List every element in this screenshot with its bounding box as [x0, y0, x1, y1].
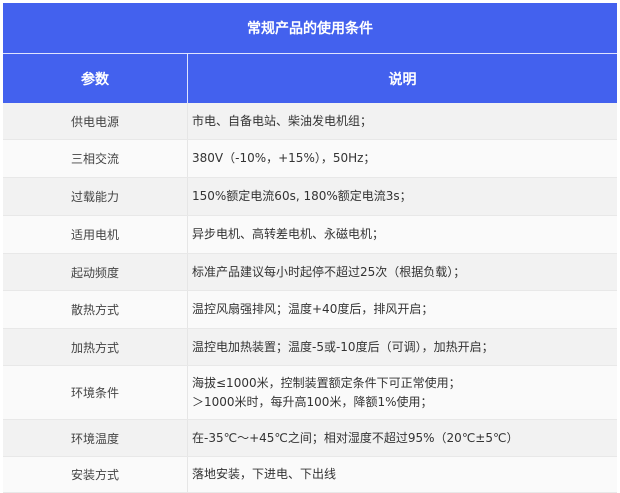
table-row: 适用电机 异步电机、高转差电机、永磁电机； — [3, 216, 617, 254]
desc-cell: 380V（-10%，+15%），50Hz； — [187, 140, 617, 177]
conditions-table: 常规产品的使用条件 参数 说明 供电电源 市电、自备电站、柴油发电机组； 三相交流 3… — [3, 3, 617, 493]
desc-cell: 落地安装，下进电、下出线 — [187, 457, 617, 492]
header-desc: 说明 — [187, 54, 617, 103]
desc-cell: 150%额定电流60s, 180%额定电流3s； — [187, 178, 617, 215]
param-cell: 环境温度 — [70, 431, 119, 446]
desc-cell: 标准产品建议每小时起停不超过25次（根据负载）； — [187, 254, 617, 290]
desc-line: 落地安装，下进电、下出线 — [192, 467, 337, 481]
table-row: 环境条件 海拔≤1000米，控制装置额定条件下可正常使用； ＞1000米时，每升高1… — [3, 366, 617, 420]
table-title: 常规产品的使用条件 — [3, 3, 617, 54]
param-cell: 适用电机 — [70, 228, 119, 242]
desc-cell: 温控电加热装置；温度-5或-10度后（可调），加热开启； — [187, 329, 617, 365]
param-cell: 加热方式 — [70, 340, 119, 355]
desc-line: ＞1000米时，每升高100米，降额1%使用； — [192, 394, 433, 409]
table-row: 起动频度 标准产品建议每小时起停不超过25次（根据负载）； — [3, 254, 617, 291]
table-header-row: 参数 说明 — [3, 54, 617, 103]
desc-line: 在-35℃～+45℃之间；相对湿度不超过95%（20℃±5℃） — [192, 430, 519, 445]
desc-cell: 温控风扇强排风；温度+40度后，排风开启； — [187, 291, 617, 328]
param-cell: 供电电源 — [70, 114, 119, 129]
table-row: 加热方式 温控电加热装置；温度-5或-10度后（可调），加热开启； — [3, 329, 617, 366]
header-param: 参数 — [81, 71, 109, 88]
param-cell: 三相交流 — [70, 152, 119, 166]
desc-line: 150%额定电流60s, 180%额定电流3s； — [192, 189, 412, 203]
param-cell: 散热方式 — [70, 303, 119, 317]
table-row: 三相交流 380V（-10%，+15%），50Hz； — [3, 140, 617, 178]
table-body: 供电电源 市电、自备电站、柴油发电机组； 三相交流 380V（-10%，+15%），5… — [3, 103, 617, 493]
param-cell: 起动频度 — [70, 265, 119, 280]
desc-line: 温控风扇强排风；温度+40度后，排风开启； — [192, 302, 434, 316]
table-row: 供电电源 市电、自备电站、柴油发电机组； — [3, 103, 617, 140]
desc-line: 标准产品建议每小时起停不超过25次（根据负载）； — [192, 264, 466, 279]
table-row: 过载能力 150%额定电流60s, 180%额定电流3s； — [3, 178, 617, 216]
table-row: 安装方式 落地安装，下进电、下出线 — [3, 457, 617, 493]
param-cell: 安装方式 — [70, 468, 119, 482]
desc-line: 380V（-10%，+15%），50Hz； — [192, 151, 376, 165]
desc-line: 海拔≤1000米，控制装置额定条件下可正常使用； — [192, 375, 461, 390]
desc-cell: 市电、自备电站、柴油发电机组； — [187, 103, 617, 139]
desc-cell: 异步电机、高转差电机、永磁电机； — [187, 216, 617, 253]
table-row: 散热方式 温控风扇强排风；温度+40度后，排风开启； — [3, 291, 617, 329]
param-cell: 过载能力 — [70, 190, 119, 204]
param-cell: 环境条件 — [70, 386, 119, 400]
desc-cell: 海拔≤1000米，控制装置额定条件下可正常使用； ＞1000米时，每升高100米，… — [187, 366, 617, 419]
table-row: 环境温度 在-35℃～+45℃之间；相对湿度不超过95%（20℃±5℃） — [3, 420, 617, 457]
desc-line: 温控电加热装置；温度-5或-10度后（可调），加热开启； — [192, 339, 494, 354]
desc-line: 异步电机、高转差电机、永磁电机； — [192, 227, 385, 241]
desc-line: 市电、自备电站、柴油发电机组； — [192, 113, 373, 128]
desc-cell: 在-35℃～+45℃之间；相对湿度不超过95%（20℃±5℃） — [187, 420, 617, 456]
